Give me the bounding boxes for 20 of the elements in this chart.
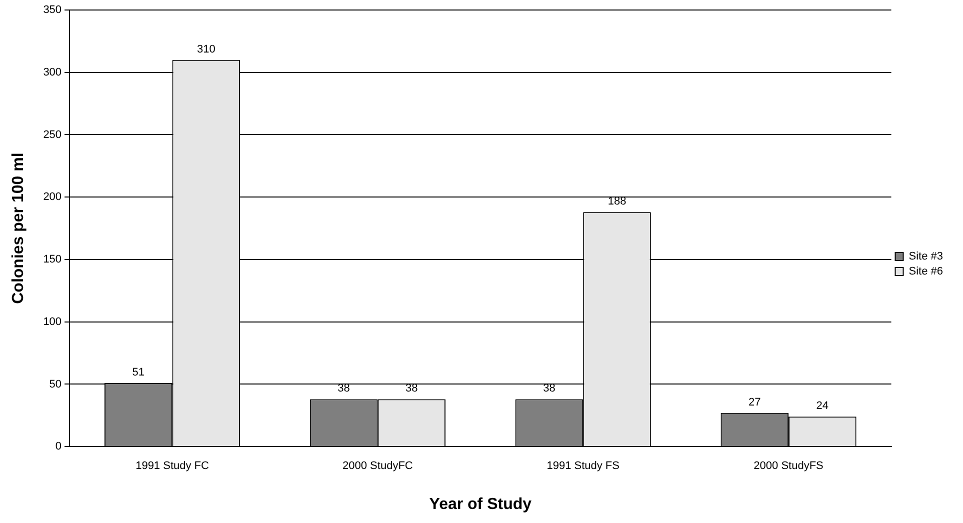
x-tick-label: 1991 Study FS <box>546 460 620 472</box>
y-tick-label: 250 <box>43 128 62 141</box>
y-tick-label: 0 <box>55 440 62 453</box>
y-tick-label: 50 <box>49 378 62 390</box>
x-tick-label: 1991 Study FC <box>136 460 210 472</box>
legend-label: Site #3 <box>908 250 944 263</box>
legend-label: Site #6 <box>908 266 944 278</box>
data-label: 24 <box>816 400 829 412</box>
data-label: 51 <box>132 366 144 379</box>
y-tick-label: 200 <box>43 191 62 204</box>
x-tick-label: 2000 StudyFS <box>754 460 824 472</box>
data-label: 310 <box>196 43 216 56</box>
y-axis-title: Colonies per 100 ml <box>10 152 28 304</box>
x-axis-title: Year of Study <box>429 496 532 513</box>
data-label: 27 <box>748 396 761 408</box>
y-tick-label: 100 <box>43 316 62 328</box>
y-tick-label: 350 <box>43 4 62 16</box>
x-tick-label: 2000 StudyFC <box>342 460 413 472</box>
y-tick-label: 300 <box>43 66 62 78</box>
y-tick-label: 150 <box>43 254 62 266</box>
